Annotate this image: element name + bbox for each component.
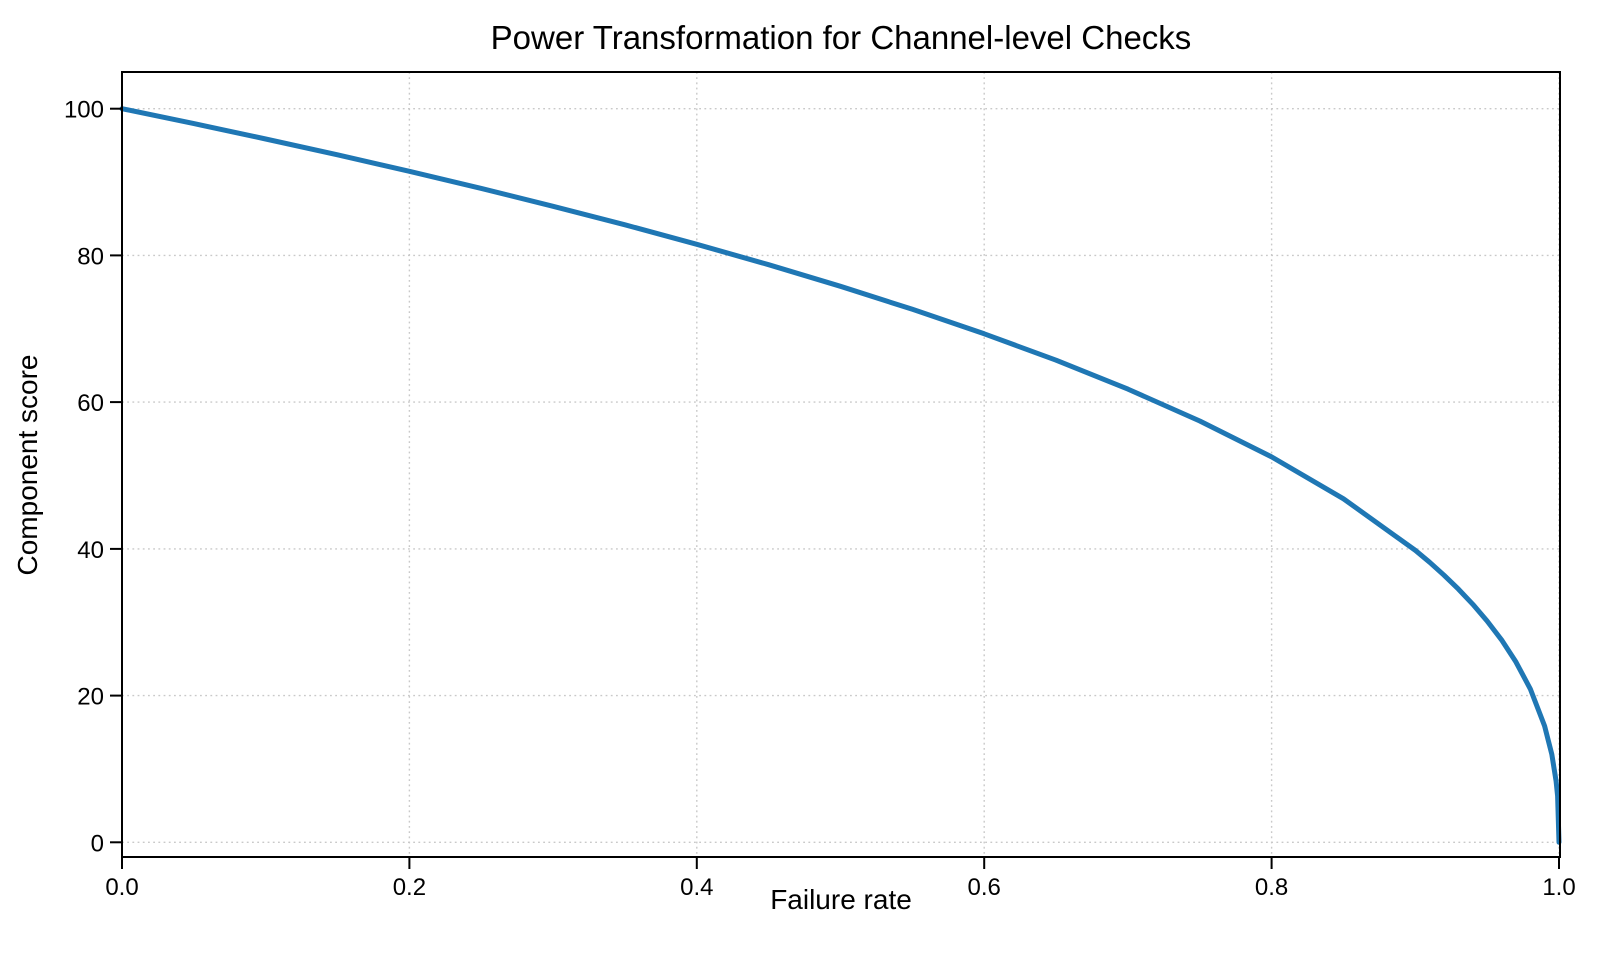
x-tick-label: 1.0 xyxy=(1542,874,1575,901)
chart-title: Power Transformation for Channel-level C… xyxy=(491,19,1192,56)
y-tick-label: 20 xyxy=(77,684,104,711)
y-tick-label: 100 xyxy=(64,97,104,124)
series-line-component_score xyxy=(119,106,1562,845)
axes-frame xyxy=(121,71,1561,858)
x-tick-label: 0.0 xyxy=(105,874,138,901)
x-tick-label: 0.4 xyxy=(680,874,713,901)
x-tick-label: 0.2 xyxy=(393,874,426,901)
y-tick-label: 40 xyxy=(77,537,104,564)
x-axis-label: Failure rate xyxy=(770,884,912,915)
y-tick-label: 80 xyxy=(77,243,104,270)
series-layer xyxy=(119,106,1562,845)
tick-layer: 0.0 0.2 0.4 0.6 0.8 1.0 0 20 40 60 80 100 xyxy=(64,97,1576,901)
x-tick-label: 0.6 xyxy=(968,874,1001,901)
y-axis-label: Component score xyxy=(12,354,43,575)
x-tick-label: 0.8 xyxy=(1255,874,1288,901)
grid-layer xyxy=(121,72,1560,857)
y-tick-label: 60 xyxy=(77,390,104,417)
axes-frame-layer xyxy=(121,71,1561,858)
y-tick-label: 0 xyxy=(91,830,104,857)
